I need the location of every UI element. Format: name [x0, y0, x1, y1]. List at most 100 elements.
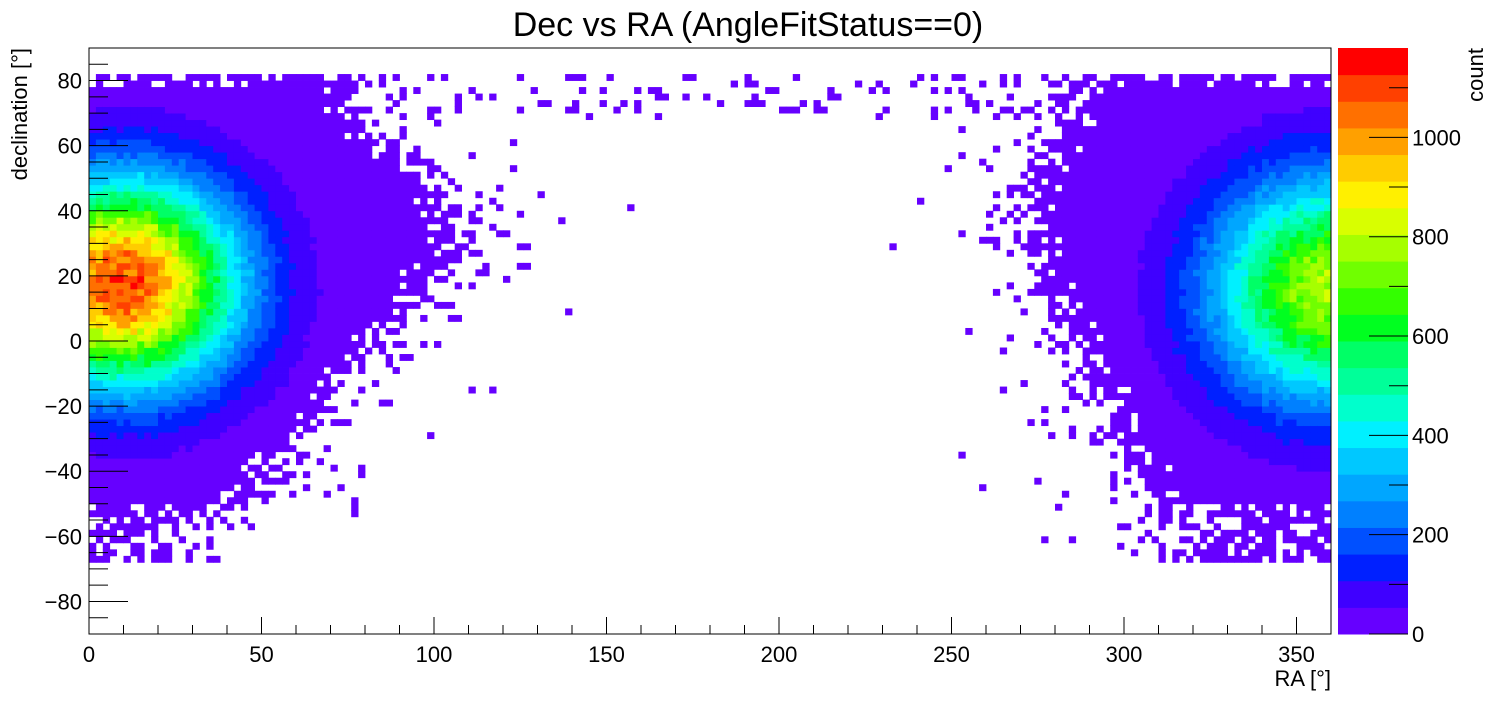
histogram-bin — [240, 386, 249, 394]
histogram-bin — [1082, 217, 1090, 225]
histogram-bin — [1227, 464, 1235, 472]
histogram-bin — [213, 184, 221, 192]
histogram-bin — [1055, 100, 1063, 107]
histogram-bin — [1248, 158, 1256, 166]
histogram-bin — [1248, 256, 1256, 264]
histogram-bin — [1213, 425, 1221, 433]
histogram-bin — [1248, 393, 1256, 400]
histogram-bin — [1124, 354, 1132, 361]
histogram-bin — [144, 204, 152, 212]
histogram-bin — [1096, 288, 1104, 296]
histogram-bin — [1206, 236, 1215, 244]
histogram-bin — [365, 145, 373, 153]
histogram-bin — [289, 145, 297, 153]
histogram-bin — [1158, 288, 1166, 296]
histogram-bin — [475, 191, 483, 199]
histogram-bin — [296, 256, 304, 264]
histogram-bin — [296, 288, 304, 296]
histogram-bin — [240, 419, 249, 427]
histogram-bin — [151, 191, 159, 199]
histogram-bin — [1151, 484, 1159, 492]
histogram-bin — [1220, 484, 1228, 492]
histogram-bin — [1068, 243, 1077, 251]
histogram-bin — [116, 256, 124, 264]
histogram-bin — [358, 184, 366, 192]
histogram-bin — [1213, 367, 1221, 374]
histogram-bin — [137, 171, 145, 179]
histogram-bin — [309, 236, 318, 244]
histogram-bin — [254, 406, 262, 414]
histogram-bin — [323, 80, 331, 88]
histogram-bin — [1227, 210, 1235, 218]
histogram-bin — [130, 432, 138, 440]
histogram-bin — [130, 314, 138, 322]
histogram-bin — [1089, 158, 1097, 166]
histogram-bin — [158, 419, 166, 427]
histogram-bin — [1262, 262, 1270, 270]
histogram-bin — [1206, 406, 1215, 414]
histogram-bin — [1130, 399, 1139, 407]
histogram-bin — [1117, 191, 1125, 199]
histogram-bin — [89, 152, 97, 160]
histogram-bin — [213, 341, 221, 348]
histogram-bin — [1172, 464, 1180, 472]
histogram-bin — [1110, 119, 1118, 127]
histogram-bin — [1165, 275, 1173, 283]
histogram-bin — [1165, 249, 1173, 257]
histogram-bin — [213, 275, 221, 283]
histogram-bin — [144, 210, 152, 218]
histogram-bin — [144, 464, 152, 472]
histogram-bin — [1061, 100, 1070, 107]
histogram-bin — [378, 236, 387, 244]
histogram-bin — [1248, 497, 1256, 505]
histogram-bin — [1186, 477, 1194, 485]
histogram-bin — [351, 113, 359, 121]
histogram-bin — [233, 301, 242, 309]
histogram-bin — [282, 197, 290, 205]
histogram-bin — [1082, 288, 1090, 296]
histogram-bin — [206, 262, 214, 270]
histogram-bin — [434, 191, 442, 199]
histogram-bin — [123, 380, 131, 387]
histogram-bin — [1179, 360, 1187, 368]
histogram-bin — [1124, 230, 1132, 238]
histogram-bin — [130, 139, 138, 147]
histogram-bin — [309, 275, 318, 283]
histogram-bin — [116, 523, 124, 531]
histogram-bin — [358, 386, 366, 394]
histogram-bin — [1110, 432, 1118, 440]
histogram-bin — [1096, 380, 1104, 387]
histogram-bin — [1117, 100, 1125, 107]
histogram-bin — [1213, 262, 1221, 270]
histogram-bin — [213, 471, 221, 479]
histogram-bin — [1220, 288, 1228, 296]
histogram-bin — [144, 510, 152, 518]
histogram-bin — [1262, 393, 1270, 400]
histogram-bin — [213, 373, 221, 381]
histogram-bin — [875, 113, 883, 121]
histogram-bin — [275, 419, 283, 427]
histogram-bin — [420, 217, 428, 225]
histogram-bin — [199, 139, 207, 147]
histogram-bin — [1151, 217, 1159, 225]
histogram-bin — [109, 87, 117, 94]
histogram-bin — [302, 256, 311, 264]
histogram-bin — [192, 477, 200, 485]
histogram-bin — [1041, 191, 1049, 199]
histogram-bin — [440, 223, 449, 231]
histogram-bin — [1082, 275, 1090, 283]
histogram-bin — [261, 445, 269, 453]
histogram-bin — [406, 184, 414, 192]
histogram-bin — [220, 145, 228, 153]
histogram-bin — [116, 471, 124, 479]
histogram-bin — [199, 419, 207, 427]
histogram-bin — [144, 256, 152, 264]
histogram-bin — [1151, 380, 1159, 387]
histogram-bin — [378, 308, 387, 316]
histogram-bin — [1130, 119, 1139, 127]
histogram-bin — [1227, 334, 1235, 342]
histogram-bin — [1234, 100, 1242, 107]
histogram-bin — [227, 451, 235, 459]
histogram-bin — [351, 132, 359, 140]
histogram-bin — [1117, 334, 1125, 342]
